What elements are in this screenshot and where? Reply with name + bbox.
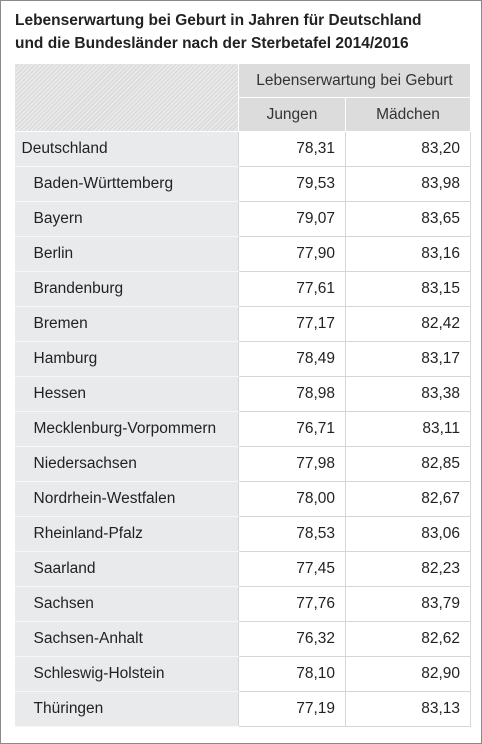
table-row: Hamburg 78,49 83,17 [14, 341, 471, 377]
girls-value-cell: 82,42 [345, 306, 471, 342]
girls-value-cell: 83,11 [345, 411, 471, 447]
header-corner-cell [14, 63, 239, 132]
table-row: Deutschland 78,31 83,20 [14, 131, 471, 167]
region-name-cell: Hamburg [14, 341, 239, 377]
girls-value-cell: 82,62 [345, 621, 471, 657]
boys-value-cell: 78,49 [238, 341, 346, 377]
table-title: Lebenserwartung bei Geburt in Jahren für… [15, 9, 475, 55]
header-boys-cell: Jungen [238, 97, 346, 132]
life-expectancy-table: Lebenserwartung bei Geburt Jungen Mädche… [14, 63, 471, 727]
boys-value-cell: 76,32 [238, 621, 346, 657]
title-line-2: und die Bundesländer nach der Sterbetafe… [15, 35, 409, 52]
girls-value-cell: 83,15 [345, 271, 471, 307]
boys-value-cell: 79,07 [238, 201, 346, 237]
boys-value-cell: 77,19 [238, 691, 346, 727]
region-name-cell: Berlin [14, 236, 239, 272]
table-row: Brandenburg 77,61 83,15 [14, 271, 471, 307]
girls-value-cell: 83,17 [345, 341, 471, 377]
region-name-cell: Brandenburg [14, 271, 239, 307]
boys-value-cell: 77,76 [238, 586, 346, 622]
boys-value-cell: 77,61 [238, 271, 346, 307]
table-row: Hessen 78,98 83,38 [14, 376, 471, 412]
boys-value-cell: 78,00 [238, 481, 346, 517]
boys-value-cell: 77,98 [238, 446, 346, 482]
girls-value-cell: 83,79 [345, 586, 471, 622]
boys-value-cell: 76,71 [238, 411, 346, 447]
region-name-cell: Baden-Württemberg [14, 166, 239, 202]
girls-value-cell: 82,67 [345, 481, 471, 517]
table-row: Baden-Württemberg 79,53 83,98 [14, 166, 471, 202]
boys-value-cell: 78,53 [238, 516, 346, 552]
girls-value-cell: 83,20 [345, 131, 471, 167]
table-row: Saarland 77,45 82,23 [14, 551, 471, 587]
girls-value-cell: 82,90 [345, 656, 471, 692]
region-name-cell: Bremen [14, 306, 239, 342]
region-name-cell: Bayern [14, 201, 239, 237]
region-name-cell: Sachsen-Anhalt [14, 621, 239, 657]
girls-value-cell: 83,16 [345, 236, 471, 272]
table-row: Sachsen-Anhalt 76,32 82,62 [14, 621, 471, 657]
girls-value-cell: 82,85 [345, 446, 471, 482]
table-row: Mecklenburg-Vorpommern 76,71 83,11 [14, 411, 471, 447]
table-row: Nordrhein-Westfalen 78,00 82,67 [14, 481, 471, 517]
girls-value-cell: 83,13 [345, 691, 471, 727]
region-name-cell: Sachsen [14, 586, 239, 622]
region-name-cell: Schleswig-Holstein [14, 656, 239, 692]
table-row: Sachsen 77,76 83,79 [14, 586, 471, 622]
table-row: Thüringen 77,19 83,13 [14, 691, 471, 727]
header-group-cell: Lebenserwartung bei Geburt [238, 63, 471, 98]
girls-value-cell: 83,98 [345, 166, 471, 202]
girls-value-cell: 83,65 [345, 201, 471, 237]
girls-value-cell: 83,06 [345, 516, 471, 552]
region-name-cell: Niedersachsen [14, 446, 239, 482]
title-line-1: Lebenserwartung bei Geburt in Jahren für… [15, 12, 422, 29]
region-name-cell: Mecklenburg-Vorpommern [14, 411, 239, 447]
region-name-cell: Rheinland-Pfalz [14, 516, 239, 552]
region-name-cell: Hessen [14, 376, 239, 412]
table-row: Rheinland-Pfalz 78,53 83,06 [14, 516, 471, 552]
girls-value-cell: 83,38 [345, 376, 471, 412]
header-girls-cell: Mädchen [345, 97, 471, 132]
girls-value-cell: 82,23 [345, 551, 471, 587]
region-name-cell: Thüringen [14, 691, 239, 727]
table-row: Schleswig-Holstein 78,10 82,90 [14, 656, 471, 692]
table-row: Berlin 77,90 83,16 [14, 236, 471, 272]
boys-value-cell: 77,90 [238, 236, 346, 272]
region-name-cell: Saarland [14, 551, 239, 587]
boys-value-cell: 79,53 [238, 166, 346, 202]
region-name-cell: Deutschland [14, 131, 239, 167]
boys-value-cell: 78,98 [238, 376, 346, 412]
boys-value-cell: 77,17 [238, 306, 346, 342]
boys-value-cell: 78,10 [238, 656, 346, 692]
table-body: Deutschland 78,31 83,20 Baden-Württemberg 79… [14, 131, 471, 727]
region-name-cell: Nordrhein-Westfalen [14, 481, 239, 517]
boys-value-cell: 78,31 [238, 131, 346, 167]
table-header: Lebenserwartung bei Geburt Jungen Mädche… [14, 63, 471, 132]
table-row: Bayern 79,07 83,65 [14, 201, 471, 237]
table-row: Niedersachsen 77,98 82,85 [14, 446, 471, 482]
boys-value-cell: 77,45 [238, 551, 346, 587]
table-row: Bremen 77,17 82,42 [14, 306, 471, 342]
